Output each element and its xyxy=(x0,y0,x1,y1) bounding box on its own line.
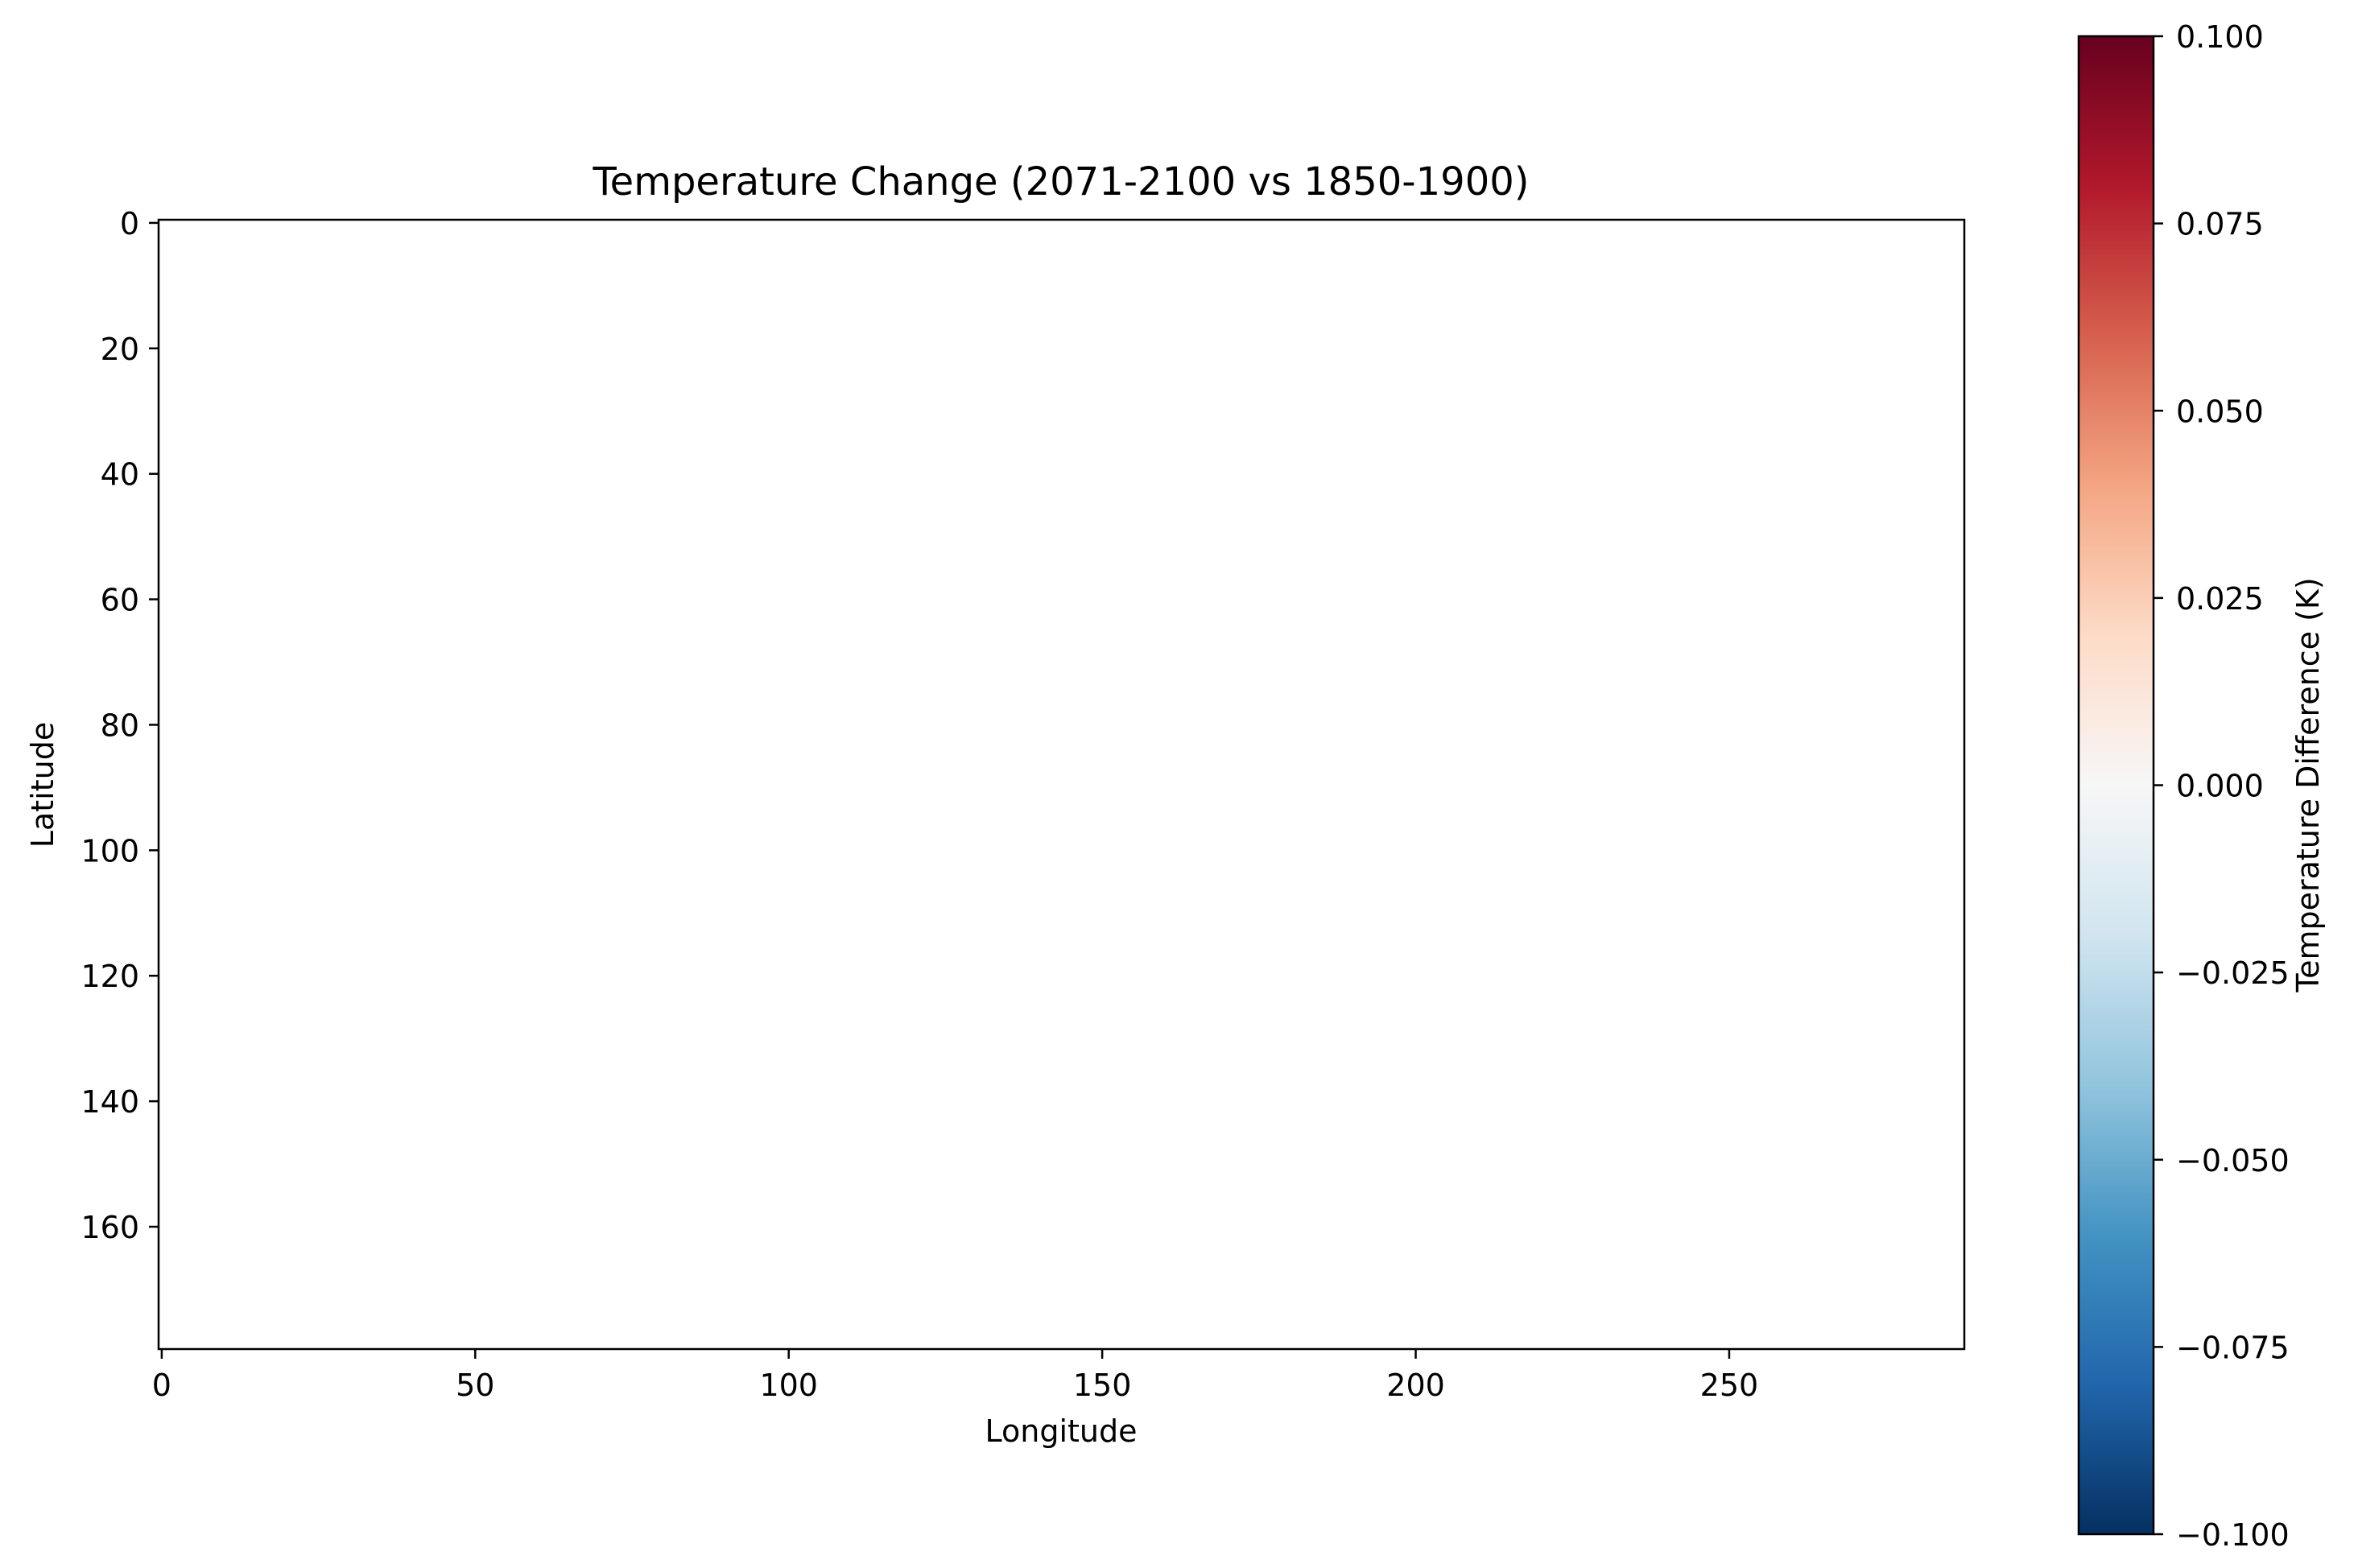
colorbar-tick-label: −0.075 xyxy=(2176,1330,2290,1365)
colorbar-tick-label: −0.050 xyxy=(2176,1143,2290,1178)
y-axis-ticks: 0 20 40 60 80 100 120 140 160 xyxy=(81,206,159,1245)
y-tick-label: 140 xyxy=(81,1084,139,1120)
chart-title: Temperature Change (2071-2100 vs 1850-19… xyxy=(593,159,1530,204)
colorbar-tick-label: 0.075 xyxy=(2176,207,2264,242)
colorbar-tick-label: 0.000 xyxy=(2176,769,2264,804)
colorbar-label: Temperature Difference (K) xyxy=(2290,577,2326,992)
x-tick-label: 200 xyxy=(1386,1368,1445,1403)
y-tick-label: 100 xyxy=(81,833,139,869)
x-axis-label: Longitude xyxy=(985,1413,1138,1449)
x-axis-ticks: 0 50 100 150 200 250 xyxy=(152,1349,1758,1403)
y-tick-label: 80 xyxy=(101,708,139,743)
x-tick-label: 150 xyxy=(1073,1368,1132,1403)
heatmap-field xyxy=(159,220,1964,1349)
plot-frame xyxy=(157,218,1966,1351)
colorbar-frame xyxy=(2077,35,2155,1536)
x-tick-label: 250 xyxy=(1700,1368,1759,1403)
y-tick-label: 40 xyxy=(101,457,139,493)
colorbar-tick-label: −0.025 xyxy=(2176,955,2290,991)
x-tick-label: 100 xyxy=(759,1368,818,1403)
y-tick-label: 120 xyxy=(81,959,139,994)
colorbar-tick-label: 0.025 xyxy=(2176,581,2264,617)
y-axis-label: Latitude xyxy=(25,722,60,848)
colorbar-tick-label: −0.100 xyxy=(2176,1517,2290,1553)
y-tick-label: 0 xyxy=(120,206,139,241)
colorbar-tick-label: 0.100 xyxy=(2176,19,2264,55)
x-tick-label: 50 xyxy=(456,1368,494,1403)
y-tick-label: 20 xyxy=(101,332,139,367)
colorbar-ticks: 0.100 0.075 0.050 0.025 0.000 −0.025 −0.050 −0.… xyxy=(2154,19,2290,1553)
y-tick-label: 60 xyxy=(101,583,139,618)
x-tick-label: 0 xyxy=(152,1368,171,1403)
colorbar-tick-label: 0.050 xyxy=(2176,394,2264,429)
y-tick-label: 160 xyxy=(81,1210,139,1245)
colorbar xyxy=(2079,36,2154,1534)
